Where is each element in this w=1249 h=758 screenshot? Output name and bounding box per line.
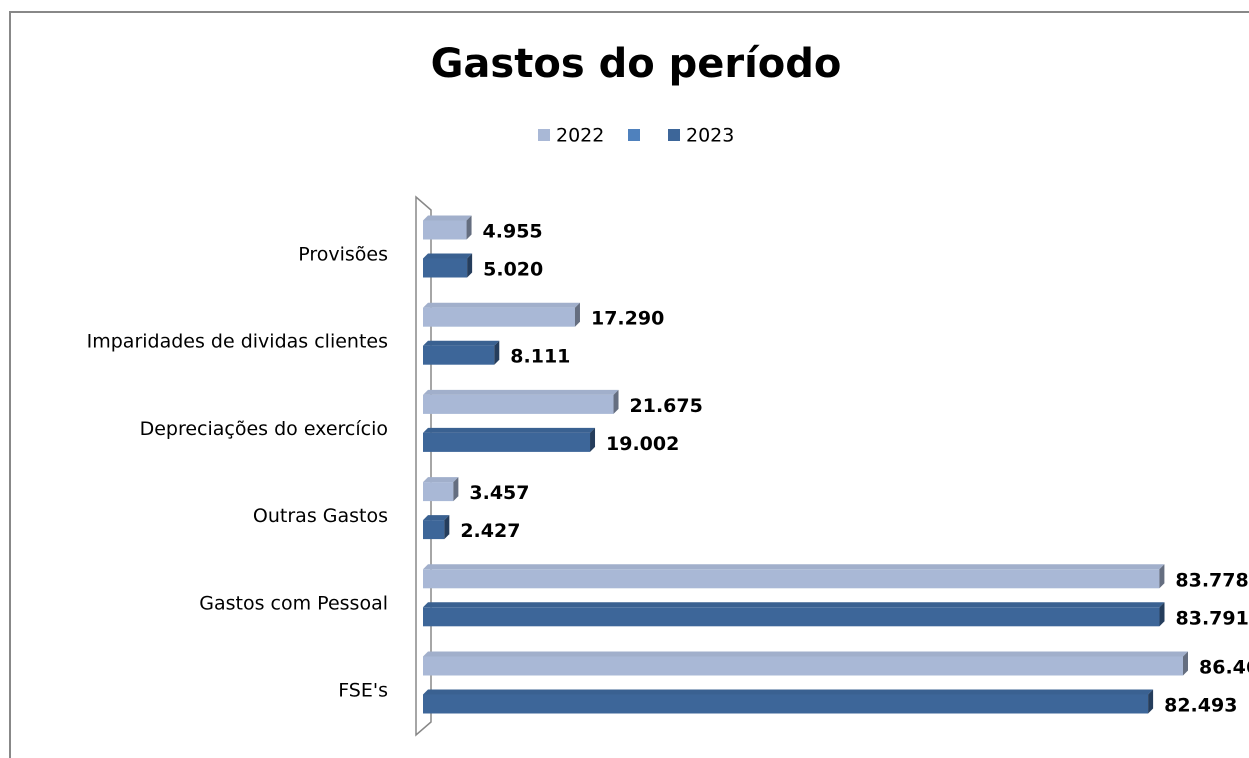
bar-side xyxy=(590,427,596,452)
bar-side xyxy=(1183,651,1188,676)
bar-side xyxy=(1148,689,1154,714)
bar-face xyxy=(423,220,467,240)
legend-swatch xyxy=(628,129,640,141)
data-label: 83.791 xyxy=(1176,607,1249,629)
legend-swatch xyxy=(538,129,550,141)
y-tick-label: Gastos com Pessoal xyxy=(199,592,388,614)
bar-face xyxy=(423,258,468,278)
bar-face xyxy=(423,694,1149,714)
bar-face xyxy=(423,394,614,414)
y-tick-label: Depreciações do exercício xyxy=(140,418,388,440)
bar-side xyxy=(467,253,473,278)
bar-side xyxy=(494,340,500,365)
bar-side xyxy=(453,477,459,502)
legend-label: 2023 xyxy=(686,125,734,147)
data-label: 21.675 xyxy=(630,395,703,417)
bar xyxy=(423,602,1165,627)
bar-side xyxy=(1159,564,1165,589)
bar-face xyxy=(423,656,1183,676)
bar-face xyxy=(423,569,1160,589)
y-tick-label: FSE's xyxy=(338,680,388,702)
chart-frame xyxy=(9,11,1249,758)
bar-top xyxy=(423,340,500,346)
y-tick-label: Outras Gastos xyxy=(253,505,388,527)
legend-swatch xyxy=(668,129,680,141)
bar-top xyxy=(423,564,1165,570)
bar-face xyxy=(423,482,454,502)
bar-side xyxy=(613,389,619,414)
bar xyxy=(423,215,472,240)
y-tick-label: Provisões xyxy=(298,244,388,266)
data-label: 82.493 xyxy=(1164,695,1237,717)
data-label: 5.020 xyxy=(483,259,543,281)
bar-side xyxy=(574,302,580,327)
data-label: 19.002 xyxy=(606,433,679,455)
bar-side xyxy=(444,515,450,540)
bar-top xyxy=(423,302,580,308)
bar-top xyxy=(423,427,596,433)
data-label: 86.463 xyxy=(1199,657,1249,679)
bar xyxy=(423,651,1188,676)
bar xyxy=(423,477,459,502)
data-label: 17.290 xyxy=(591,308,664,330)
legend-label: 2022 xyxy=(556,125,604,147)
data-label: 83.778 xyxy=(1175,569,1248,591)
chart-title: Gastos do período xyxy=(431,41,842,87)
axis-wall xyxy=(415,195,432,737)
bar-top xyxy=(423,515,450,521)
data-label: 3.457 xyxy=(469,482,529,504)
bar-side xyxy=(1159,602,1165,627)
data-label: 2.427 xyxy=(460,520,520,542)
bar-top xyxy=(423,477,459,483)
y-tick-label: Imparidades de dividas clientes xyxy=(87,331,388,353)
bar-face xyxy=(423,307,575,327)
bar xyxy=(423,689,1154,714)
bar xyxy=(423,427,596,452)
bar xyxy=(423,564,1165,589)
bar-side xyxy=(466,215,472,240)
bar-top xyxy=(423,389,619,395)
bar xyxy=(423,253,473,278)
bar-top xyxy=(423,651,1188,657)
bar xyxy=(423,340,500,365)
bar-top xyxy=(423,215,472,221)
bar xyxy=(423,515,450,540)
bar-face xyxy=(423,520,445,540)
bar-face xyxy=(423,432,591,452)
bar xyxy=(423,302,580,327)
bar xyxy=(423,389,619,414)
bar-top xyxy=(423,689,1154,695)
bar-face xyxy=(423,345,495,365)
bar-top xyxy=(423,602,1165,608)
data-label: 8.111 xyxy=(510,346,570,368)
data-label: 4.955 xyxy=(483,221,543,243)
bar-face xyxy=(423,607,1160,627)
bar-top xyxy=(423,253,473,259)
